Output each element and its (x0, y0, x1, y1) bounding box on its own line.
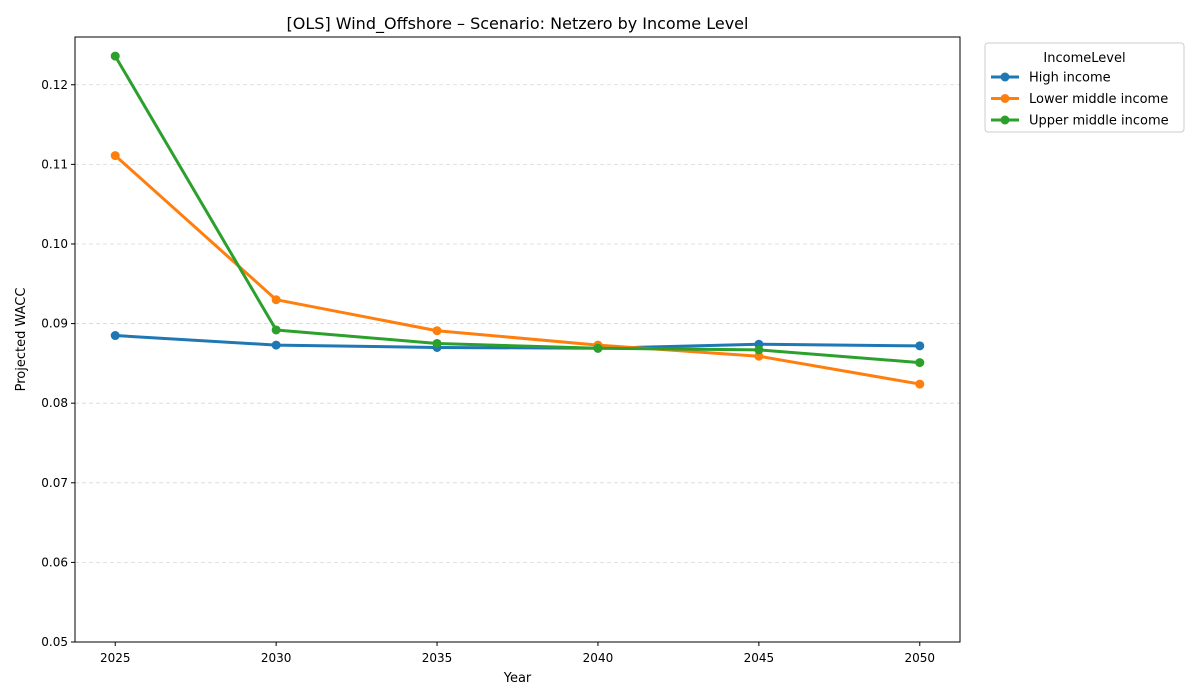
series-upper-middle-income (110, 51, 925, 368)
data-point (432, 326, 442, 336)
data-point (271, 340, 281, 350)
legend-label: Upper middle income (1029, 114, 1169, 129)
y-tick-label: 0.10 (41, 237, 68, 251)
x-tick-label: 2025 (100, 651, 131, 665)
series-line (114, 154, 921, 386)
legend-item: Lower middle income (991, 92, 1168, 107)
x-axis: 2025 2030 2035 2040 2045 2050 (100, 642, 935, 665)
x-tick-label: 2045 (744, 651, 775, 665)
legend-label: High income (1029, 71, 1111, 86)
data-point (432, 338, 442, 348)
data-point (915, 358, 925, 368)
x-tick-label: 2030 (261, 651, 292, 665)
legend-item: High income (991, 71, 1111, 86)
data-point (593, 343, 603, 353)
x-tick-label: 2035 (422, 651, 453, 665)
y-tick-label: 0.05 (41, 635, 68, 649)
data-point (915, 341, 925, 351)
x-tick-label: 2050 (904, 651, 935, 665)
data-point (271, 295, 281, 305)
data-point (754, 351, 764, 361)
series-high-income (110, 331, 925, 353)
y-tick-label: 0.11 (41, 157, 68, 171)
legend-box (984, 42, 1185, 133)
x-axis-label: Year (503, 671, 532, 686)
y-tick-label: 0.12 (41, 78, 68, 92)
series-line (115, 334, 920, 350)
series-layer (110, 51, 925, 389)
x-tick-label: 2040 (583, 651, 614, 665)
series-line (113, 55, 920, 365)
grid-lines (75, 84, 960, 563)
data-point (110, 51, 120, 61)
y-tick-label: 0.07 (41, 476, 68, 490)
chart-title: [OLS] Wind_Offshore – Scenario: Netzero … (287, 14, 749, 34)
legend-title: IncomeLevel (1043, 51, 1125, 66)
legend-item: Upper middle income (991, 114, 1169, 129)
plot-frame (74, 36, 961, 643)
data-point (110, 331, 120, 341)
y-axis-label: Projected WACC (14, 288, 29, 392)
legend-marker (1000, 72, 1010, 82)
y-axis: 0.05 0.06 0.07 0.08 0.09 0.10 0.11 0.12 (41, 78, 75, 649)
data-point (915, 379, 925, 389)
data-point (754, 345, 764, 355)
legend-label: Lower middle income (1029, 92, 1168, 107)
legend: IncomeLevel High income Lower middle inco… (984, 42, 1185, 133)
y-tick-label: 0.06 (41, 555, 68, 569)
legend-marker (1000, 94, 1010, 103)
y-tick-label: 0.08 (41, 396, 68, 410)
data-point (110, 151, 120, 161)
data-point (271, 325, 281, 335)
legend-marker (1000, 115, 1010, 125)
y-tick-label: 0.09 (41, 317, 68, 331)
